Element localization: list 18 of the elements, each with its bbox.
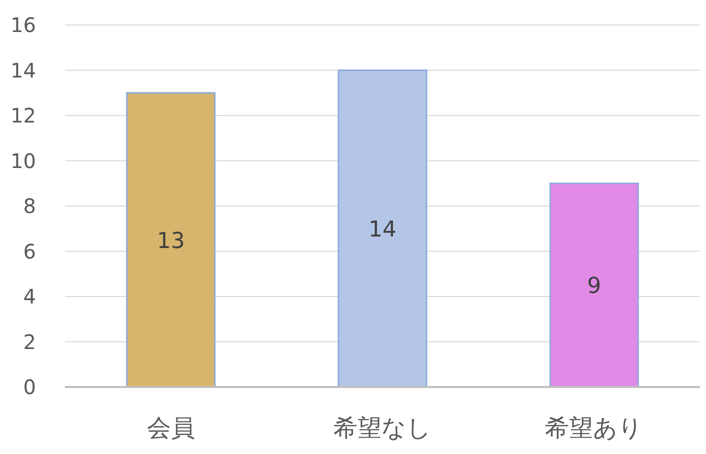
y-tick-label: 14 bbox=[10, 58, 36, 82]
x-tick-label: 希望なし bbox=[334, 414, 432, 442]
bar bbox=[126, 92, 216, 388]
bar bbox=[549, 182, 639, 388]
x-tick-label: 希望あり bbox=[545, 414, 644, 442]
bar bbox=[338, 70, 428, 388]
y-tick-label: 2 bbox=[23, 330, 36, 354]
y-tick-label: 4 bbox=[23, 284, 36, 308]
x-tick-label: 会員 bbox=[146, 414, 195, 442]
y-tick-label: 12 bbox=[10, 104, 36, 128]
y-tick-label: 0 bbox=[23, 375, 36, 399]
data-label: 14 bbox=[368, 218, 396, 243]
y-tick-label: 10 bbox=[10, 148, 36, 173]
y-tick-label: 8 bbox=[23, 194, 36, 218]
y-tick-label: 16 bbox=[10, 13, 36, 37]
y-tick-label: 6 bbox=[23, 239, 36, 264]
data-label: 9 bbox=[587, 274, 602, 300]
data-label: 13 bbox=[156, 228, 185, 254]
